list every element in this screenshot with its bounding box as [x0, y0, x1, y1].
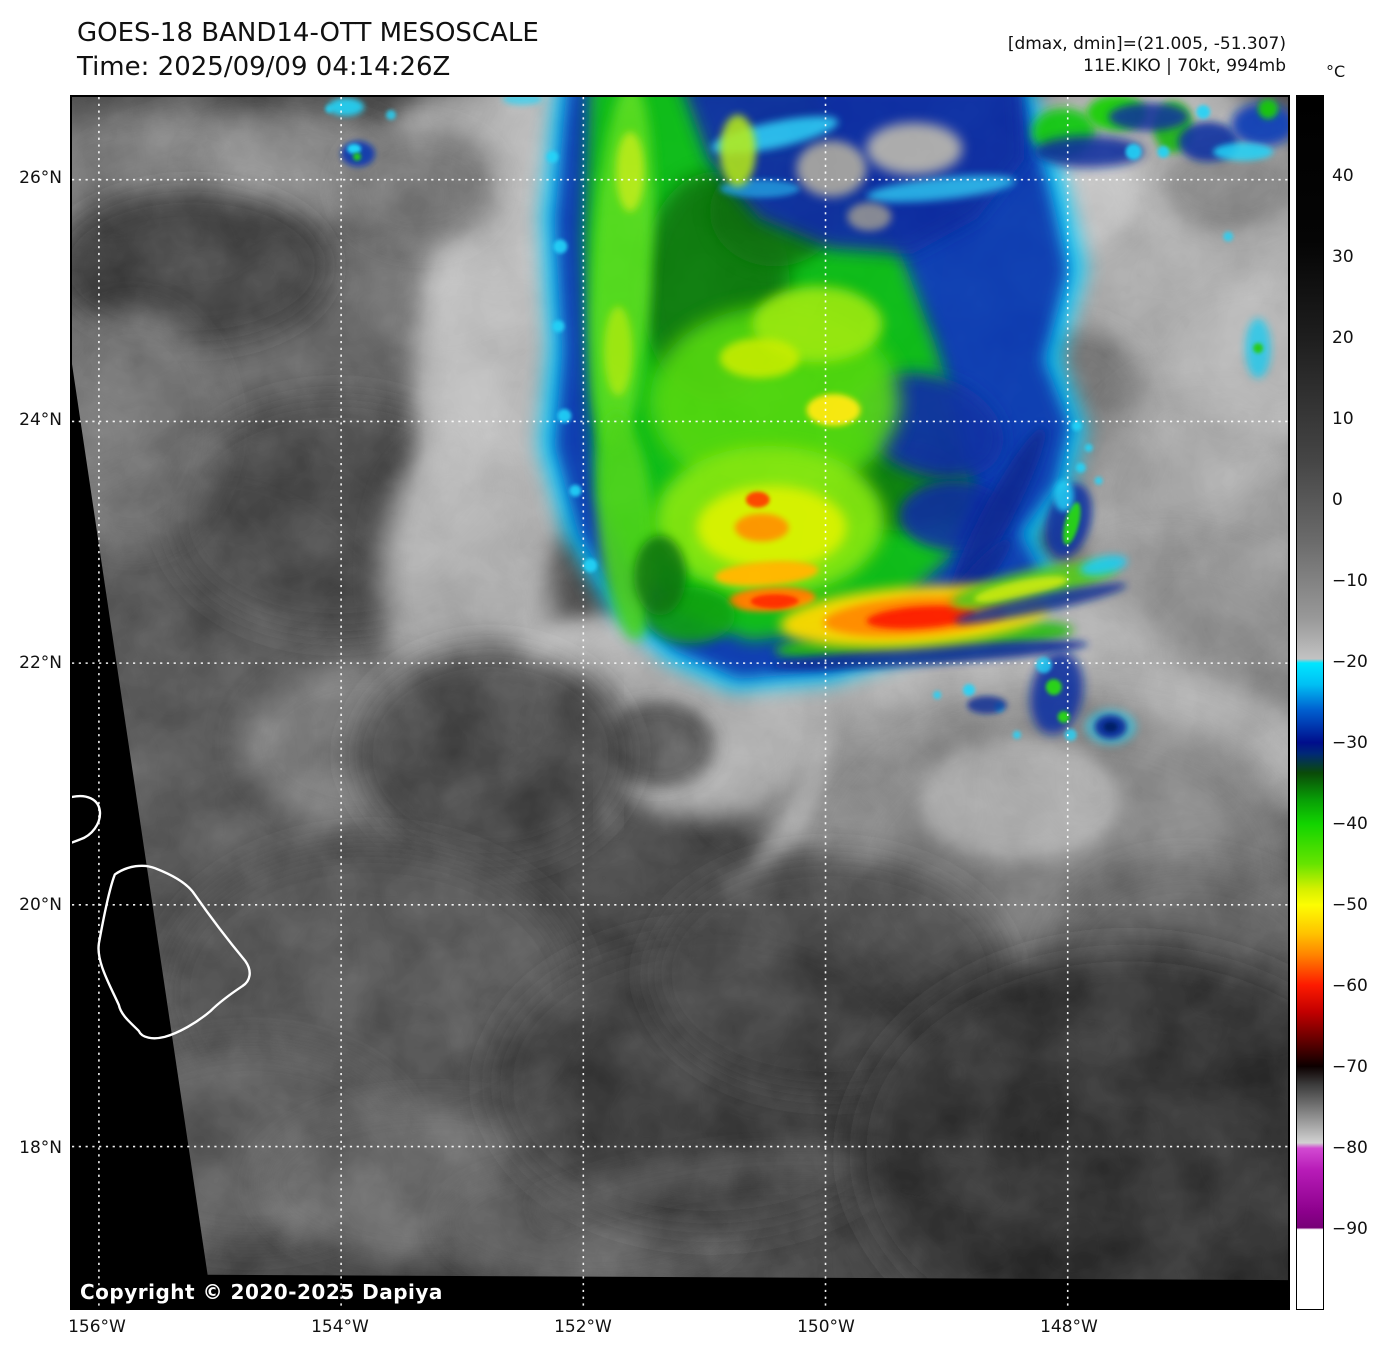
- figure-header: GOES-18 BAND14-OTT MESOSCALE Time: 2025/…: [77, 16, 539, 84]
- colorbar-tick-label: 10: [1332, 409, 1354, 429]
- dmax-dmin-readout: [dmax, dmin]=(21.005, -51.307): [1007, 34, 1286, 54]
- lat-label-20n: 20°N: [19, 895, 62, 915]
- lat-label-26n: 26°N: [19, 168, 62, 188]
- colorbar-tick-label: −10: [1332, 571, 1368, 591]
- figure-title: GOES-18 BAND14-OTT MESOSCALE: [77, 18, 539, 48]
- colorbar-tick-label: −60: [1332, 976, 1368, 996]
- maui-coastline: [72, 794, 102, 844]
- colorbar-unit-label: °C: [1326, 62, 1346, 81]
- coastlines: [72, 794, 251, 1040]
- lat-label-22n: 22°N: [19, 653, 62, 673]
- colorbar-tick-label: −90: [1332, 1219, 1368, 1239]
- colorbar-tick-label: 0: [1332, 490, 1343, 510]
- colorbar-tick-label: −30: [1332, 733, 1368, 753]
- lat-label-18n: 18°N: [19, 1138, 62, 1158]
- canopy-texture-overlay: [72, 97, 1288, 1308]
- temperature-colorbar: [1296, 95, 1324, 1310]
- storm-info: 11E.KIKO | 70kt, 994mb: [1083, 56, 1286, 76]
- colorbar-tick-label: 40: [1332, 166, 1354, 186]
- satellite-imagery: [72, 97, 1288, 1308]
- colorbar-tick-label: −80: [1332, 1138, 1368, 1158]
- lon-label-148w: 148°W: [1040, 1317, 1098, 1337]
- colorbar-tick-label: −70: [1332, 1057, 1368, 1077]
- info-readout: [dmax, dmin]=(21.005, -51.307) 11E.KIKO …: [1008, 33, 1286, 77]
- lon-label-154w: 154°W: [311, 1317, 369, 1337]
- lon-label-150w: 150°W: [797, 1317, 855, 1337]
- colorbar-tick-label: 20: [1332, 328, 1354, 348]
- lon-label-152w: 152°W: [554, 1317, 612, 1337]
- colorbar-tick-label: −20: [1332, 652, 1368, 672]
- colorbar-tick-label: −50: [1332, 895, 1368, 915]
- lat-label-24n: 24°N: [19, 410, 62, 430]
- hawaii-big-island-coastline: [97, 864, 251, 1040]
- colorbar-tick-label: −40: [1332, 814, 1368, 834]
- copyright-label: Copyright © 2020-2025 Dapiya: [80, 1280, 443, 1304]
- timestamp: Time: 2025/09/09 04:14:26Z: [77, 52, 451, 82]
- map-area: Copyright © 2020-2025 Dapiya: [70, 95, 1290, 1310]
- lon-label-156w: 156°W: [68, 1317, 126, 1337]
- colorbar-tick-label: 30: [1332, 247, 1354, 267]
- bottom-black-bar: [72, 1274, 1288, 1308]
